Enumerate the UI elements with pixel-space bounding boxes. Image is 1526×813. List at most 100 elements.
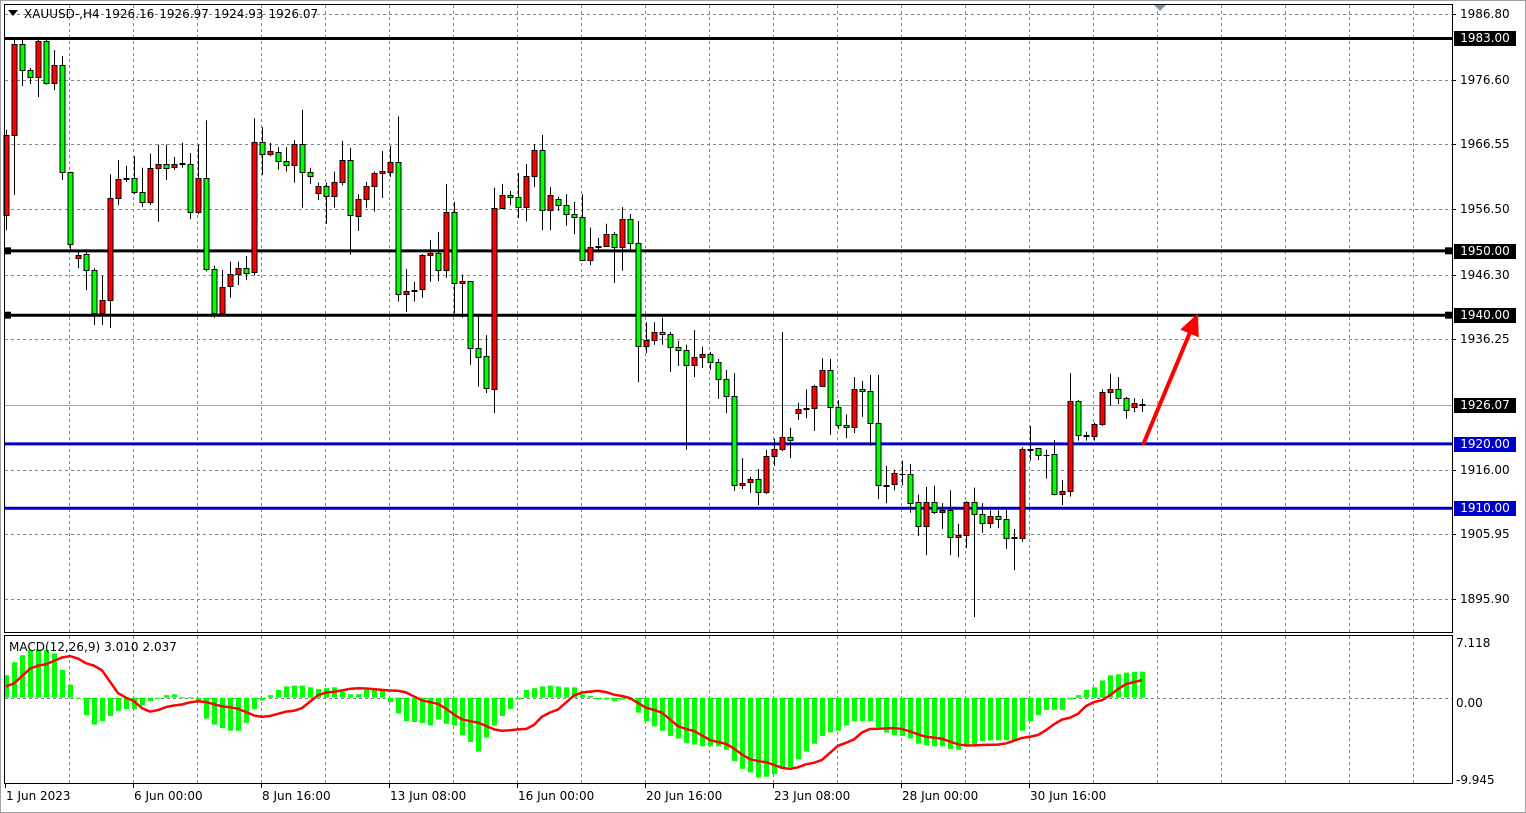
macd-histogram-bar [772, 697, 777, 775]
macd-histogram-bar [988, 697, 993, 741]
candle [611, 232, 618, 284]
chart-shift-marker-icon[interactable] [1154, 5, 1166, 11]
macd-histogram-bar [676, 697, 681, 739]
macd-histogram-bar [1052, 697, 1057, 710]
candle-body [467, 281, 474, 349]
candle-body [603, 234, 610, 247]
candle-body [755, 479, 762, 493]
date-tick-label: 30 Jun 16:00 [1030, 789, 1107, 803]
macd-histogram-bar [1044, 697, 1049, 710]
macd-histogram-bar [1068, 697, 1073, 700]
candle [1035, 447, 1042, 460]
macd-tick-label: -9.945 [1456, 773, 1495, 787]
candle-body [235, 268, 242, 275]
candle-body [1003, 519, 1010, 539]
candle-body [1059, 491, 1066, 495]
candle-body [915, 502, 922, 527]
macd-histogram-bar [212, 697, 217, 725]
macd-histogram-bar [892, 697, 897, 736]
candle-body [435, 253, 442, 271]
candle [579, 194, 586, 262]
candle-body [1107, 389, 1114, 393]
arrow-annotation[interactable] [1141, 313, 1199, 446]
candle-body [83, 254, 90, 271]
candle-body [131, 178, 138, 193]
macd-histogram-bar [308, 687, 313, 698]
candle [59, 55, 66, 181]
date-tick-label: 1 Jun 2023 [6, 789, 71, 803]
candle [947, 490, 954, 556]
candle-body [763, 456, 770, 493]
macd-histogram-bar [132, 697, 137, 710]
macd-histogram-bar [468, 697, 473, 742]
level-handle[interactable] [1445, 247, 1452, 255]
candle [675, 340, 682, 367]
candle [235, 261, 242, 285]
macd-histogram-bar [708, 697, 713, 747]
candle-body [867, 391, 874, 424]
arrow-head-icon[interactable] [1180, 313, 1199, 338]
symbol-timeframe: XAUUSD-,H4 [24, 7, 100, 21]
candle [635, 221, 642, 383]
candle [867, 375, 874, 446]
macd-histogram-bar [556, 686, 561, 698]
candle [1139, 399, 1146, 413]
candle [603, 223, 610, 247]
candle-body [403, 291, 410, 295]
date-tick-label: 8 Jun 16:00 [262, 789, 331, 803]
candle [795, 402, 802, 421]
candle-body [395, 162, 402, 295]
candle-body [595, 246, 602, 248]
level-handle[interactable] [4, 247, 11, 255]
candle [971, 487, 978, 618]
macd-histogram-bar [1004, 697, 1009, 741]
candle-body [851, 389, 858, 428]
candle [227, 261, 234, 298]
macd-histogram-bar [844, 697, 849, 726]
macd-histogram-bar [820, 697, 825, 736]
arrow-shaft[interactable] [1141, 332, 1192, 446]
candle-body [771, 449, 778, 457]
candle [747, 476, 754, 493]
macd-histogram-bar [116, 697, 121, 711]
level-handle[interactable] [1445, 311, 1452, 319]
level-lines[interactable] [4, 36, 1452, 510]
macd-histogram-bar [668, 697, 673, 736]
candle-body [683, 350, 690, 366]
level-price-label: 1940.00 [1454, 308, 1516, 323]
candle-body [723, 379, 730, 397]
candle [875, 375, 882, 500]
candle [939, 503, 946, 529]
candle-body [883, 485, 890, 487]
open-value: 1926.16 [104, 7, 155, 21]
chart-title: XAUUSD-,H4 1926.16 1926.97 1924.93 1926.07 [8, 7, 323, 21]
macd-histogram-bar [44, 650, 49, 698]
candle-body [787, 437, 794, 441]
macd-histogram-bar [764, 697, 769, 777]
candle-body [1075, 401, 1082, 436]
candle [699, 346, 706, 368]
macd-histogram-bar [900, 697, 905, 736]
candle [1059, 479, 1066, 506]
macd-histogram-bar [108, 697, 113, 716]
candle-body [203, 178, 210, 270]
candle-body [947, 510, 954, 538]
candle [987, 510, 994, 529]
dropdown-triangle-icon[interactable] [8, 10, 18, 16]
macd-histogram-bar [316, 689, 321, 698]
candle-body [507, 195, 514, 198]
candle-body [667, 334, 674, 348]
candle [435, 232, 442, 282]
macd-histogram-bar [1076, 695, 1081, 698]
level-handle[interactable] [4, 311, 11, 319]
candle [963, 501, 970, 549]
candle [659, 317, 666, 345]
candle-body [1035, 448, 1042, 456]
candle [979, 503, 986, 533]
macd-histogram-bar [36, 649, 41, 698]
macd-histogram-bar [268, 695, 273, 698]
macd-histogram-bar [484, 697, 489, 738]
candle [355, 194, 362, 231]
candle [99, 275, 106, 325]
